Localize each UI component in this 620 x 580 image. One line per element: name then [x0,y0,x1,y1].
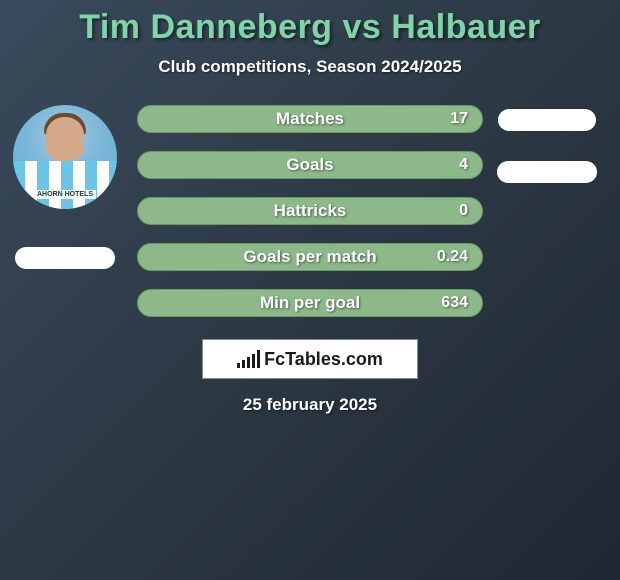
avatar-sponsor-text: AHORN HOTELS [34,190,96,199]
page-title: Tim Danneberg vs Halbauer [0,8,620,47]
footer-logo: FcTables.com [202,339,418,379]
player-left-column: AHORN HOTELS [10,105,120,269]
stat-label: Min per goal [260,293,360,313]
stat-bar-matches: Matches 17 [137,105,483,133]
stat-bar-hattricks: Hattricks 0 [137,197,483,225]
avatar-head [46,117,84,161]
stat-label: Hattricks [274,201,347,221]
date-text: 25 february 2025 [0,395,620,415]
stat-bar-min-per-goal: Min per goal 634 [137,289,483,317]
avatar-jersey: AHORN HOTELS [13,161,117,209]
stat-bar-goals: Goals 4 [137,151,483,179]
subtitle: Club competitions, Season 2024/2025 [0,57,620,77]
player-left-avatar: AHORN HOTELS [13,105,117,209]
player-right-column [492,109,602,183]
player-left-name-pill [15,247,115,269]
stat-label: Goals per match [243,247,376,267]
stat-value: 634 [441,294,468,312]
content-area: AHORN HOTELS Matches 17 Goals 4 Hattrick… [0,105,620,415]
player-right-pill-1 [498,109,596,131]
chart-icon [237,350,260,368]
stat-value: 0.24 [437,248,468,266]
stat-value: 4 [459,156,468,174]
stats-bars: Matches 17 Goals 4 Hattricks 0 Goals per… [137,105,483,317]
player-right-pill-2 [497,161,597,183]
stat-value: 0 [459,202,468,220]
stat-bar-goals-per-match: Goals per match 0.24 [137,243,483,271]
stat-label: Goals [286,155,333,175]
infographic-container: Tim Danneberg vs Halbauer Club competiti… [0,0,620,415]
stat-value: 17 [450,110,468,128]
logo-text: FcTables.com [264,349,383,370]
stat-label: Matches [276,109,344,129]
